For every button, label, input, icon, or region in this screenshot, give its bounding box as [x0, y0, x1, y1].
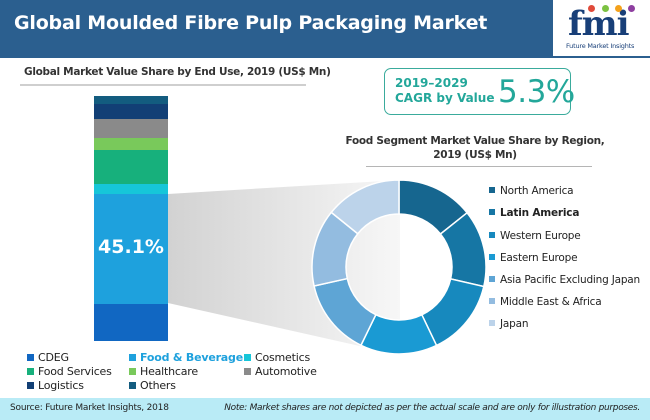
region-chart-title-line2: 2019 (US$ Mn)	[433, 149, 517, 161]
region-legend-label: Middle East & Africa	[500, 296, 602, 308]
logo-subtitle: Future Market Insights	[566, 42, 635, 50]
source-text: Source: Future Market Insights, 2018	[10, 403, 169, 413]
logo-wordmark: fmi	[568, 4, 630, 44]
region-legend-item: Western Europe	[489, 230, 581, 242]
legend-swatch-icon	[489, 187, 495, 193]
cagr-label: CAGR by Value	[395, 91, 495, 105]
header-banner: Global Moulded Fibre Pulp Packaging Mark…	[0, 0, 553, 56]
food-beverage-share-label: 45.1%	[98, 235, 164, 258]
legend-swatch-icon	[489, 209, 495, 215]
legend-swatch-icon	[489, 254, 495, 260]
legend-swatch-icon	[489, 298, 495, 304]
end-use-chart-title: Global Market Value Share by End Use, 20…	[24, 66, 331, 78]
end-use-legend-label: CDEG	[38, 351, 69, 364]
legend-swatch-icon	[129, 382, 136, 389]
cagr-value: 5.3%	[498, 74, 575, 110]
end-use-legend-item: Food Services	[27, 365, 112, 378]
region-chart-title-line1: Food Segment Market Value Share by Regio…	[345, 135, 605, 147]
fmi-logo: fmi Future Market Insights	[562, 2, 650, 54]
region-legend-label: Latin America	[500, 207, 580, 219]
region-legend-item: Asia Pacific Excluding Japan	[489, 274, 640, 286]
end-use-legend-item: Others	[129, 379, 176, 392]
end-use-stacked-bar: 45.1%	[94, 96, 168, 342]
end-use-legend-item: Automotive	[244, 365, 317, 378]
legend-swatch-icon	[489, 276, 495, 282]
bar-segment-healthcare	[94, 137, 168, 151]
end-use-legend-item: Food & Beverage	[129, 351, 243, 364]
region-legend-item: North America	[489, 185, 574, 197]
legend-swatch-icon	[129, 354, 136, 361]
region-legend-label: North America	[500, 185, 574, 197]
bar-segment-cosmetics	[94, 183, 168, 195]
end-use-legend-item: Logistics	[27, 379, 84, 392]
logo-dot-red	[588, 5, 595, 12]
bar-segment-logistics	[94, 103, 168, 119]
logo-dot-purple	[628, 5, 635, 12]
page-title: Global Moulded Fibre Pulp Packaging Mark…	[14, 12, 488, 34]
region-title-underline	[366, 166, 592, 167]
region-legend-label: Japan	[500, 318, 529, 330]
legend-swatch-icon	[244, 354, 251, 361]
logo-dot-orange	[615, 5, 622, 12]
region-legend-label: Western Europe	[500, 230, 581, 242]
disclaimer-note: Note: Market shares are not depicted as …	[224, 403, 640, 413]
bar-segment-automotive	[94, 118, 168, 138]
end-use-legend-label: Automotive	[255, 365, 317, 378]
bar-segment-others	[94, 96, 168, 104]
end-use-legend-label: Others	[140, 379, 176, 392]
end-use-legend-label: Food Services	[38, 365, 112, 378]
end-use-legend-label: Cosmetics	[255, 351, 310, 364]
end-use-legend-label: Food & Beverage	[140, 351, 243, 364]
region-legend-label: Asia Pacific Excluding Japan	[500, 274, 640, 286]
legend-swatch-icon	[244, 368, 251, 375]
cagr-callout: 2019–2029 CAGR by Value 5.3%	[384, 68, 575, 115]
legend-swatch-icon	[489, 320, 495, 326]
region-legend-item: Latin America	[489, 207, 579, 219]
end-use-legend-item: CDEG	[27, 351, 69, 364]
region-donut-chart	[311, 179, 487, 355]
region-chart-title: Food Segment Market Value Share by Regio…	[340, 134, 610, 162]
legend-swatch-icon	[27, 354, 34, 361]
bar-segment-food-beverage	[94, 193, 168, 304]
end-use-legend-item: Cosmetics	[244, 351, 310, 364]
legend-swatch-icon	[27, 382, 34, 389]
region-legend-item: Japan	[489, 318, 528, 330]
donut-slice-japan	[330, 179, 400, 235]
bar-segment-cdeg	[94, 303, 168, 342]
end-use-legend-label: Healthcare	[140, 365, 198, 378]
footer-bar: Source: Future Market Insights, 2018 Not…	[0, 398, 650, 420]
legend-swatch-icon	[27, 368, 34, 375]
header-divider	[0, 56, 650, 58]
legend-swatch-icon	[489, 232, 495, 238]
end-use-legend-label: Logistics	[38, 379, 84, 392]
region-legend-label: Eastern Europe	[500, 252, 578, 264]
region-legend-item: Middle East & Africa	[489, 296, 602, 308]
donut-slice-asia-pacific-excluding-japan	[313, 277, 377, 347]
legend-swatch-icon	[129, 368, 136, 375]
region-legend-item: Eastern Europe	[489, 252, 578, 264]
end-use-legend-item: Healthcare	[129, 365, 198, 378]
bar-segment-food-services	[94, 149, 168, 185]
cagr-years: 2019–2029	[395, 76, 468, 90]
end-use-title-underline	[20, 84, 306, 86]
logo-dot-green	[602, 5, 609, 12]
